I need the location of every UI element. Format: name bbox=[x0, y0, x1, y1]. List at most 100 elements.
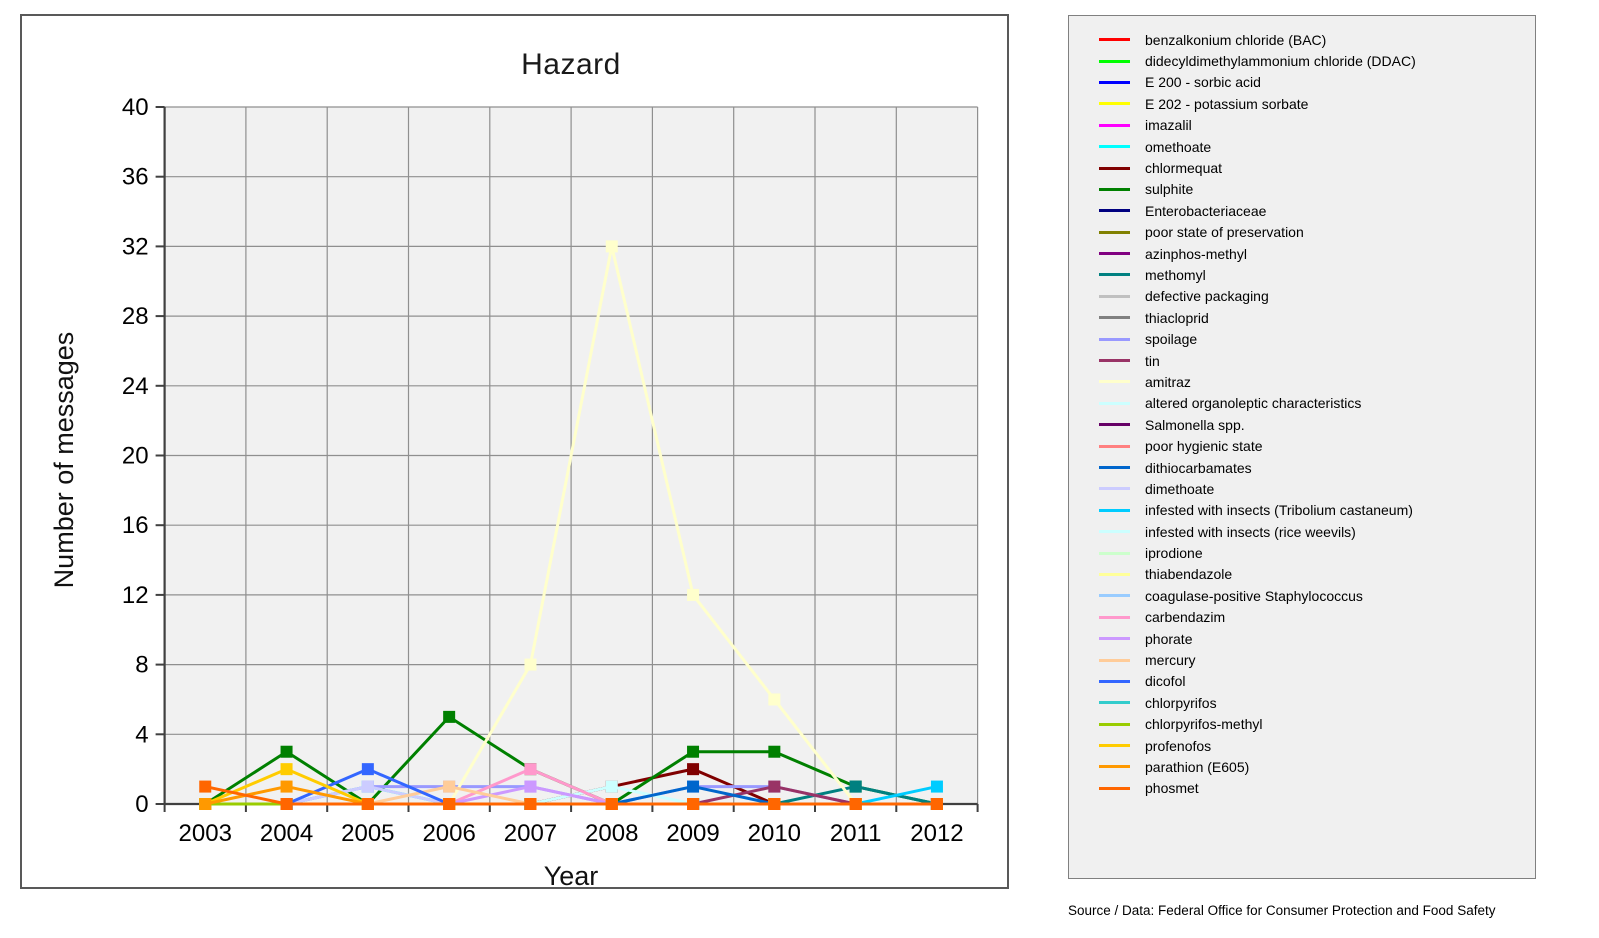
x-tick-label: 2004 bbox=[260, 820, 313, 847]
legend-label: carbendazim bbox=[1145, 609, 1226, 626]
legend-swatch bbox=[1099, 530, 1130, 534]
legend-item: parathion (E605) bbox=[1069, 756, 1535, 777]
legend-swatch bbox=[1099, 508, 1130, 512]
legend-swatch bbox=[1099, 359, 1130, 363]
legend-label: didecyldimethylammonium chloride (DDAC) bbox=[1145, 53, 1416, 70]
legend-label: chlorpyrifos-methyl bbox=[1145, 716, 1263, 733]
legend-swatch bbox=[1099, 786, 1130, 790]
y-tick-label: 40 bbox=[122, 94, 149, 121]
legend-label: dithiocarbamates bbox=[1145, 459, 1252, 476]
x-tick-label: 2010 bbox=[748, 820, 801, 847]
legend-label: E 202 - potassium sorbate bbox=[1145, 95, 1309, 112]
series-marker bbox=[687, 763, 700, 776]
series-marker bbox=[930, 780, 943, 793]
x-tick-label: 2011 bbox=[830, 820, 882, 847]
y-tick-label: 24 bbox=[122, 373, 149, 400]
legend-label: parathion (E605) bbox=[1145, 758, 1250, 775]
legend-swatch bbox=[1099, 145, 1130, 149]
legend-item: Enterobacteriaceae bbox=[1069, 200, 1535, 221]
series-marker bbox=[930, 798, 943, 810]
series-marker bbox=[524, 798, 537, 810]
y-tick-label: 28 bbox=[122, 303, 149, 330]
source-note: Source / Data: Federal Office for Consum… bbox=[1068, 903, 1496, 918]
series-marker bbox=[687, 780, 700, 793]
legend-label: coagulase-positive Staphylococcus bbox=[1145, 587, 1363, 604]
legend-item: methomyl bbox=[1069, 264, 1535, 285]
legend-swatch bbox=[1099, 123, 1130, 127]
legend-item: sulphite bbox=[1069, 179, 1535, 200]
legend-label: dimethoate bbox=[1145, 480, 1215, 497]
legend-label: altered organoleptic characteristics bbox=[1145, 395, 1362, 412]
legend-swatch bbox=[1099, 466, 1130, 469]
legend-swatch bbox=[1099, 487, 1130, 491]
legend-label: benzalkonium chloride (BAC) bbox=[1145, 31, 1327, 48]
legend-swatch bbox=[1099, 230, 1130, 234]
x-axis-title: Year bbox=[543, 861, 599, 891]
series-marker bbox=[443, 710, 456, 723]
legend-label: amitraz bbox=[1145, 373, 1191, 390]
legend-item: mercury bbox=[1069, 649, 1535, 670]
series-marker bbox=[849, 780, 862, 793]
legend-label: spoilage bbox=[1145, 331, 1198, 348]
legend-label: thiabendazole bbox=[1145, 566, 1233, 583]
series-marker bbox=[443, 798, 456, 810]
legend-label: Enterobacteriaceae bbox=[1145, 202, 1267, 219]
legend-item: altered organoleptic characteristics bbox=[1069, 393, 1535, 414]
legend-item: dicofol bbox=[1069, 671, 1535, 692]
legend-label: mercury bbox=[1145, 652, 1196, 669]
legend-label: dicofol bbox=[1145, 673, 1186, 690]
legend-item: tin bbox=[1069, 350, 1535, 371]
chart-title: Hazard bbox=[521, 48, 621, 81]
legend-swatch bbox=[1099, 316, 1130, 320]
legend-label: poor hygienic state bbox=[1145, 438, 1263, 455]
legend-swatch bbox=[1099, 722, 1130, 726]
legend-item: infested with insects (Tribolium castane… bbox=[1069, 500, 1535, 521]
legend-swatch bbox=[1099, 594, 1130, 598]
legend-item: profenofos bbox=[1069, 735, 1535, 756]
legend-item: E 202 - potassium sorbate bbox=[1069, 93, 1535, 114]
legend-swatch bbox=[1099, 765, 1130, 769]
series-marker bbox=[443, 780, 456, 793]
legend-swatch bbox=[1099, 701, 1130, 705]
legend-swatch bbox=[1099, 252, 1130, 256]
y-tick-label: 8 bbox=[135, 652, 148, 679]
x-tick-label: 2006 bbox=[422, 820, 475, 847]
legend-item: amitraz bbox=[1069, 371, 1535, 392]
chart-panel: 0 4 8 12 16 20 24 28 32 36 40 2003 2004 2005 2006 2007 2… bbox=[20, 14, 1009, 891]
legend-swatch bbox=[1099, 615, 1130, 619]
series-marker bbox=[361, 780, 374, 793]
legend-swatch bbox=[1099, 423, 1130, 427]
legend-swatch bbox=[1099, 59, 1130, 63]
legend-item: phorate bbox=[1069, 628, 1535, 649]
legend-item: coagulase-positive Staphylococcus bbox=[1069, 585, 1535, 606]
series-marker bbox=[768, 745, 781, 758]
y-tick-label: 32 bbox=[122, 233, 149, 260]
series-line bbox=[203, 785, 939, 806]
legend-item: poor state of preservation bbox=[1069, 222, 1535, 243]
legend-item: phosmet bbox=[1069, 778, 1535, 799]
legend-item: chlorpyrifos-methyl bbox=[1069, 714, 1535, 735]
legend-swatch bbox=[1099, 337, 1130, 341]
series-marker bbox=[524, 763, 537, 776]
y-axis-title: Number of messages bbox=[49, 331, 79, 589]
series-marker bbox=[280, 798, 293, 810]
legend-label: profenofos bbox=[1145, 737, 1212, 754]
legend-item: poor hygienic state bbox=[1069, 435, 1535, 456]
legend-item: benzalkonium chloride (BAC) bbox=[1069, 29, 1535, 50]
legend-swatch bbox=[1099, 273, 1130, 277]
x-tick-label: 2012 bbox=[910, 820, 963, 847]
plot-area: 0 4 8 12 16 20 24 28 32 36 40 2003 2004 2005 2006 2007 2… bbox=[122, 94, 979, 847]
legend-swatch bbox=[1099, 637, 1130, 641]
legend-label: infested with insects (Tribolium castane… bbox=[1145, 502, 1413, 519]
legend-item: chlorpyrifos bbox=[1069, 692, 1535, 713]
legend-swatch bbox=[1099, 38, 1130, 42]
legend-swatch bbox=[1099, 679, 1130, 683]
legend-label: infested with insects (rice weevils) bbox=[1145, 523, 1356, 540]
legend-swatch bbox=[1099, 102, 1130, 106]
legend-label: chlorpyrifos bbox=[1145, 694, 1217, 711]
series-marker bbox=[849, 798, 862, 810]
legend-item: didecyldimethylammonium chloride (DDAC) bbox=[1069, 50, 1535, 71]
legend-label: omethoate bbox=[1145, 138, 1212, 155]
legend-item: defective packaging bbox=[1069, 286, 1535, 307]
legend-label: poor state of preservation bbox=[1145, 224, 1304, 241]
